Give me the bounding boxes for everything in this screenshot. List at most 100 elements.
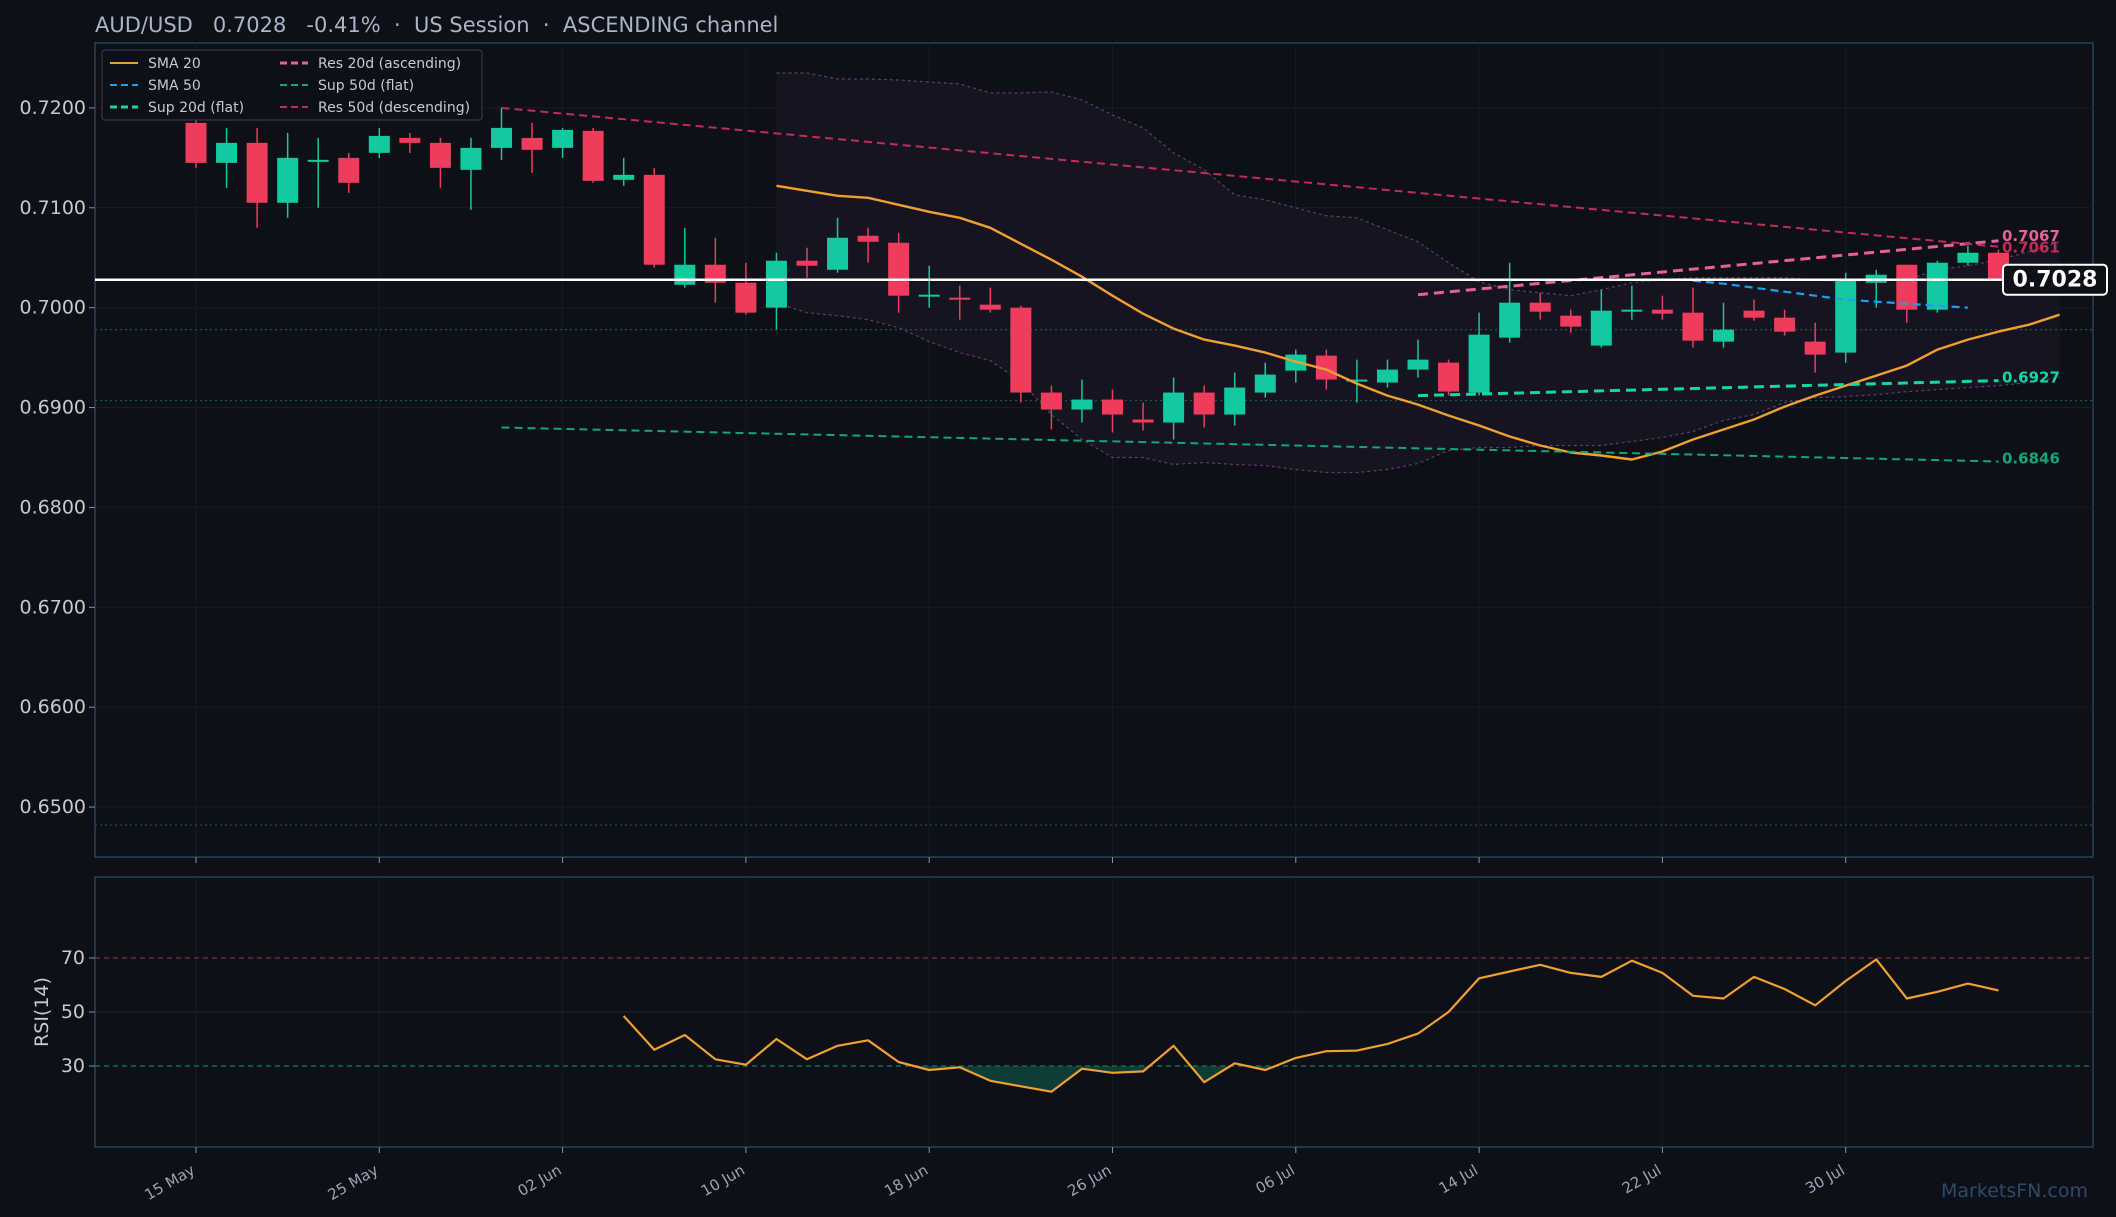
candle-body	[582, 130, 604, 181]
candle-body	[277, 157, 299, 203]
candle-body	[1835, 279, 1857, 353]
series-line-sma-50	[1692, 279, 1968, 309]
candle	[979, 287, 1001, 313]
candle-body	[552, 129, 574, 148]
watermark: MarketsFN.com	[1941, 1180, 2088, 1202]
candle-body	[429, 142, 451, 168]
candle-body	[1743, 310, 1765, 318]
candle	[216, 127, 238, 188]
price-tick-label: 0.6900	[20, 397, 86, 419]
rsi-tick-label: 30	[61, 1055, 85, 1077]
candle	[1957, 245, 1979, 266]
candle	[1560, 309, 1582, 333]
candle-body	[1590, 310, 1612, 346]
candle-body	[918, 294, 940, 297]
candle-body	[1040, 392, 1062, 410]
rsi-oversold-fill	[913, 1066, 1276, 1092]
candle	[429, 137, 451, 188]
rsi-line	[622, 958, 1999, 1093]
series-line-sup-50d-flat	[501, 426, 1999, 463]
candle-body	[704, 264, 726, 283]
candle	[307, 137, 329, 208]
level-label: 0.7067	[2002, 227, 2060, 245]
candle-body	[1896, 264, 1918, 310]
candle-body	[1193, 392, 1215, 415]
series-line-sma-20	[776, 184, 2060, 461]
candle	[277, 132, 299, 218]
candle	[582, 127, 604, 183]
candle	[1621, 285, 1643, 320]
candle-body	[1651, 309, 1673, 314]
candle-body	[735, 282, 757, 313]
price-tick-label: 0.7200	[20, 97, 86, 119]
rsi-tick-label: 70	[61, 947, 85, 969]
chart-legend: SMA 20 SMA 50 Sup 20d (flat) Res 20d (ascen…	[101, 49, 483, 121]
legend-label: SMA 20	[148, 56, 201, 72]
candle-body	[368, 135, 390, 153]
candle	[1468, 312, 1490, 396]
candle	[368, 127, 390, 158]
price-tick-label: 0.7000	[20, 297, 86, 319]
candle	[1254, 362, 1276, 398]
candle-body	[216, 142, 238, 163]
candle	[704, 237, 726, 303]
candle	[460, 137, 482, 210]
candle	[1407, 339, 1429, 378]
candle-body	[521, 137, 543, 150]
candle-body	[1468, 334, 1490, 393]
candle-body	[1071, 399, 1093, 410]
candle-body	[1560, 315, 1582, 327]
candle-body	[399, 137, 421, 143]
candle	[1376, 359, 1398, 388]
candle-body	[491, 127, 512, 148]
candle	[1040, 385, 1062, 430]
candle-body	[1102, 399, 1123, 415]
candle-body	[1163, 392, 1185, 423]
candle-body	[857, 235, 879, 242]
candle	[1804, 322, 1826, 373]
rsi-axis-label: RSI(14)	[31, 977, 53, 1047]
candle-body	[1346, 379, 1368, 382]
candle	[735, 262, 757, 315]
candle-body	[643, 174, 665, 265]
candle-body	[1713, 329, 1734, 342]
candle-body	[1010, 307, 1032, 393]
candle	[1529, 292, 1551, 320]
candle	[1071, 379, 1093, 423]
candle-body	[1529, 302, 1551, 312]
candle-body	[827, 237, 849, 270]
price-tick-label: 0.6800	[20, 496, 86, 518]
legend-label: Sup 20d (flat)	[148, 100, 244, 116]
candle-body	[674, 264, 696, 285]
candle	[1896, 264, 1918, 323]
candle-body	[1224, 387, 1246, 415]
legend-label: Sup 50d (flat)	[318, 78, 414, 94]
candle	[399, 132, 421, 153]
candle	[1438, 359, 1460, 396]
candle-body	[796, 260, 818, 266]
candle	[949, 285, 971, 320]
rsi-panel: 30 50 70 RSI(14)	[31, 876, 2094, 1148]
candle-body	[307, 159, 329, 162]
candle	[1682, 287, 1704, 348]
series-line-res-50d-descending	[501, 106, 1999, 248]
candle-body	[1376, 369, 1398, 383]
legend-label: Res 20d (ascending)	[318, 56, 461, 72]
candle	[827, 217, 849, 273]
candle	[338, 152, 360, 193]
candle-body	[1926, 262, 1948, 310]
candle-body	[1621, 309, 1643, 312]
candle-body	[1957, 252, 1979, 263]
candle	[1774, 309, 1796, 336]
candle	[765, 252, 787, 330]
candle	[246, 127, 268, 228]
candle	[1102, 389, 1123, 433]
candle	[888, 232, 910, 313]
price-tick-label: 0.6500	[20, 796, 86, 818]
candle-body	[613, 174, 635, 180]
candle	[1193, 385, 1215, 428]
chart-title: AUD/USD 0.7028 -0.41% · US Session · ASC…	[95, 13, 778, 37]
candle	[1926, 260, 1948, 313]
series-line-res-20d-ascending	[1417, 239, 1999, 297]
